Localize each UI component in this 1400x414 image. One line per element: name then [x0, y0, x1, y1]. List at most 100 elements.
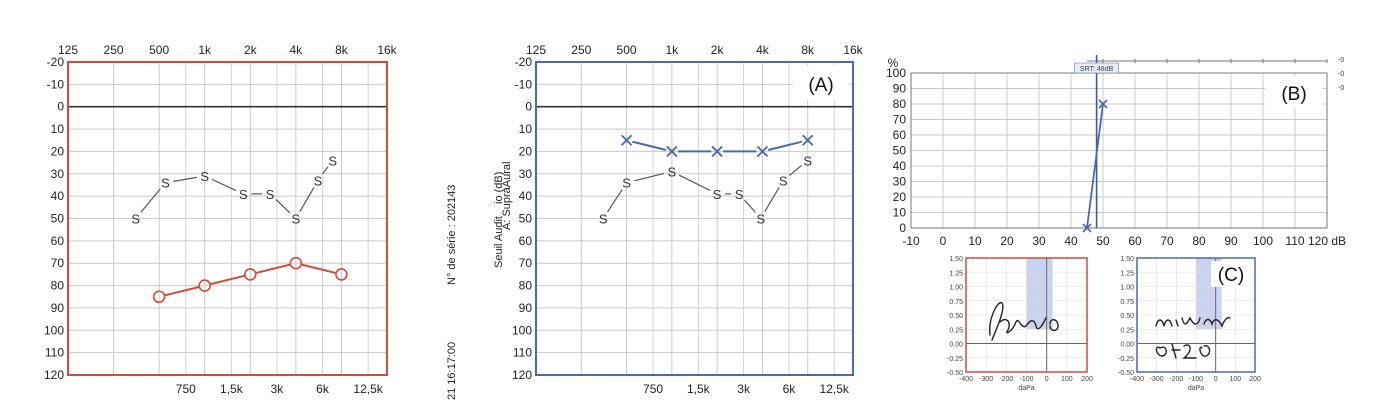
y-tick-label: 1.00 — [1120, 285, 1134, 292]
y-unit-label: % — [888, 56, 899, 70]
x-tick-label-top: 500 — [149, 43, 169, 57]
series-segment — [743, 199, 756, 213]
series-segment — [322, 166, 329, 175]
corner-mark-3: -0 — [1338, 85, 1344, 92]
series-segment — [678, 174, 711, 191]
x-tick-label-bottom: 12,5k — [820, 382, 850, 396]
x-tick-label-top: 125 — [526, 43, 546, 57]
x-tick-label-top: 125 — [58, 43, 78, 57]
air-conduction-marker — [711, 145, 723, 158]
bone-conduction-marker: S — [239, 187, 248, 202]
air-conduction-marker — [620, 134, 633, 146]
series-segment — [164, 286, 200, 297]
x-tick-label: 0 — [1214, 376, 1218, 383]
series-segment — [632, 140, 667, 151]
y-tick-label: 80 — [51, 279, 65, 293]
y-tick-label: 90 — [893, 82, 907, 96]
bone-conduction-marker: S — [735, 187, 744, 202]
plot-frame — [535, 61, 854, 376]
y-tick-label: 1.00 — [949, 285, 963, 292]
x-tick-label-top: 2k — [711, 43, 725, 57]
x-tick-label: 20 — [1000, 234, 1014, 248]
y-tick-label: 1.25 — [949, 270, 963, 277]
bone-conduction-marker: S — [599, 212, 608, 227]
y-tick-label: 0.75 — [1120, 299, 1134, 306]
x-tick-label: -200 — [999, 376, 1013, 383]
y-tick-label: 40 — [51, 189, 65, 203]
y-tick-label: 1.25 — [1120, 270, 1134, 277]
corner-mark-1: -0 — [1338, 57, 1344, 64]
y-tick-label: 40 — [519, 189, 533, 203]
x-tick-label: 200 — [1249, 376, 1261, 383]
bone-conduction-marker: S — [292, 212, 301, 227]
y-tick-label: 80 — [519, 279, 533, 293]
y-tick-label: 10 — [893, 206, 907, 220]
x-tick-label-top: 8k — [335, 43, 349, 57]
y-tick-label: 90 — [519, 301, 533, 315]
x-tick-label-top: 250 — [571, 43, 591, 57]
y-tick-label: 0.50 — [949, 313, 963, 320]
series-segment — [210, 274, 245, 286]
x-tick-label-top: 8k — [801, 43, 815, 57]
y-tick-label: -0.50 — [947, 370, 963, 377]
y-tick-label: -20 — [515, 55, 533, 69]
x-tick-label: -400 — [959, 376, 973, 383]
x-tick-label: -200 — [1169, 376, 1183, 383]
y-tick-label: 100 — [886, 66, 906, 80]
bone-conduction-marker: S — [779, 173, 788, 188]
panel-tag-bg — [793, 66, 849, 100]
x-tick-label-bottom: 1,5k — [687, 382, 711, 396]
y-tick-label: 0.00 — [1120, 342, 1134, 349]
handwritten-annotation — [1155, 343, 1211, 359]
panel-tag-label: (B) — [1281, 84, 1306, 105]
y-tick-label: 20 — [893, 190, 907, 204]
y-tick-label: 110 — [513, 346, 532, 360]
y-axis-label-part2: io (dB) — [493, 172, 505, 204]
panel-tag-bg — [1211, 261, 1251, 287]
plot-frame — [67, 61, 388, 376]
series-segment — [299, 187, 315, 212]
series-segment — [211, 178, 237, 192]
y-tick-label: 60 — [519, 234, 533, 248]
x-tick-label: -300 — [1150, 376, 1164, 383]
y-tick-label: 30 — [893, 175, 907, 189]
series-segment — [275, 198, 291, 214]
y-tick-label: 90 — [51, 301, 65, 315]
y-tick-label: 0.25 — [949, 327, 963, 334]
x-tick-label-bottom: 750 — [643, 382, 663, 396]
bone-conduction-marker: S — [803, 153, 812, 168]
air-conduction-marker — [756, 145, 769, 158]
y-tick-label: 120 — [44, 368, 64, 382]
bone-conduction-marker: S — [756, 212, 765, 227]
tympanogram-left: 1.50 1.25 1.00 0.75 0.50 0.25 0.00 -0.25 -0.50-4… — [1118, 256, 1261, 392]
y-tick-label: 100 — [512, 323, 532, 337]
y-tick-label: 20 — [519, 144, 533, 158]
panel-tag-bg — [1265, 76, 1323, 108]
x-tick-label: -100 — [1189, 376, 1203, 383]
speech-audiometry-chart: SRT: 48dB-10 0 10 20 30 40 50 60 70 80 90 100 110 120… — [886, 55, 1346, 248]
x-tick-label-top: 2k — [244, 43, 258, 57]
x-tick-label: 80 — [1192, 234, 1206, 248]
y-tick-label: 0.25 — [1120, 327, 1134, 334]
x-tick-label: 60 — [1128, 234, 1142, 248]
x-tick-label: -400 — [1130, 376, 1144, 383]
y-tick-label: 1.50 — [949, 256, 963, 263]
y-tick-label: -20 — [47, 55, 65, 69]
y-tick-label: 110 — [45, 346, 64, 360]
x-tick-label: 200 — [1081, 376, 1093, 383]
bone-conduction-marker: S — [266, 187, 275, 202]
x-tick-label-bottom: 3k — [271, 382, 285, 396]
x-tick-label: -10 — [902, 234, 920, 248]
x-tick-label: 0 — [1045, 376, 1049, 383]
x-tick-label-top: 500 — [617, 43, 637, 57]
x-tick-label: -100 — [1019, 376, 1033, 383]
y-tick-label: 60 — [893, 128, 907, 142]
y-tick-label: 120 — [512, 368, 532, 382]
y-tick-label: 100 — [44, 323, 64, 337]
x-tick-label: 10 — [968, 234, 982, 248]
y-tick-label: 40 — [893, 159, 907, 173]
y-tick-label: -0.25 — [1118, 356, 1134, 363]
plot-frame — [910, 72, 1328, 229]
